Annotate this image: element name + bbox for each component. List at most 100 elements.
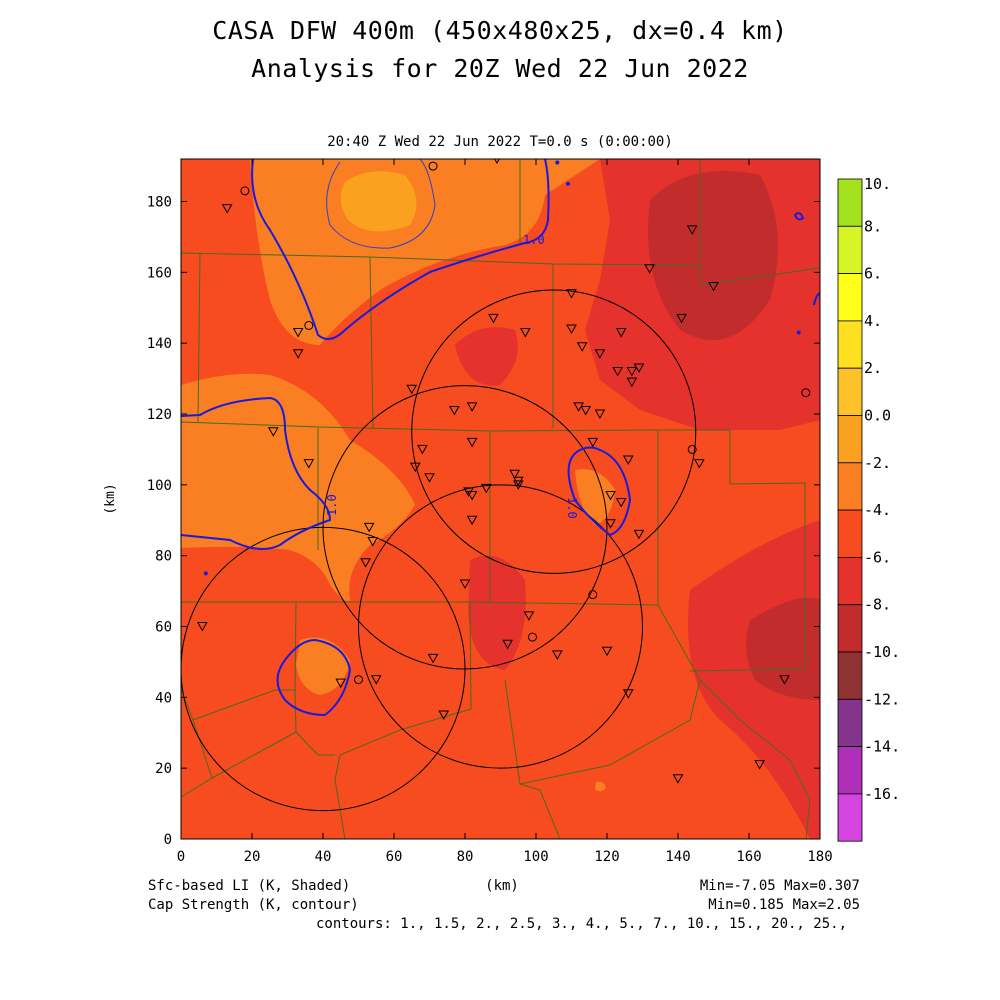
- station-triangle: [779, 675, 790, 685]
- y-tick-label: 120: [147, 407, 172, 423]
- station-triangle: [594, 349, 606, 359]
- station-triangle: [519, 328, 531, 338]
- x-tick-label: 80: [457, 849, 474, 865]
- station-triangle: [360, 558, 371, 568]
- station-triangle: [754, 760, 766, 770]
- y-tick-label: 80: [155, 549, 172, 565]
- station-triangle: [594, 409, 606, 420]
- station-triangle: [693, 459, 705, 469]
- station-circle: [304, 320, 314, 330]
- county-borders: [181, 159, 820, 839]
- colorbar-segment: [837, 651, 863, 700]
- y-tick-label: 160: [147, 265, 172, 281]
- station-triangle: [196, 622, 208, 632]
- station-triangle: [459, 579, 471, 590]
- station-triangle: [576, 342, 588, 352]
- contour-label-west: 1.0: [325, 494, 339, 516]
- station-triangle: [573, 402, 584, 412]
- contour-minmax: Min=0.185 Max=2.05: [708, 897, 860, 913]
- li-region-small-stable: [595, 781, 606, 792]
- colorbar-label: 6.: [864, 265, 882, 283]
- x-tick-label: 20: [244, 849, 261, 865]
- colorbar-label: -6.: [864, 548, 891, 566]
- contour-label-north: 1.0: [523, 233, 545, 247]
- cap-strength-contours: 1.0 1.0 1.0: [181, 159, 820, 717]
- station-triangle: [466, 402, 478, 412]
- station-triangle: [676, 313, 687, 324]
- station-triangle: [488, 313, 499, 324]
- colorbar-segment: [837, 604, 863, 653]
- station-markers: [196, 159, 811, 784]
- li-region-southeast-core: [746, 597, 820, 700]
- station-triangle: [615, 328, 627, 338]
- shaded-field-label: Sfc-based LI (K, Shaded): [148, 878, 350, 894]
- colorbar-segment: [837, 462, 863, 511]
- x-tick-label: 120: [594, 849, 619, 865]
- station-triangle: [644, 264, 655, 274]
- station-triangle: [622, 455, 634, 466]
- station-triangle: [424, 473, 435, 483]
- station-triangle: [370, 675, 382, 685]
- colorbar-label: -2.: [864, 454, 891, 472]
- contour-north: [251, 159, 550, 340]
- contour-edge-e: [813, 292, 820, 306]
- colorbar-label: 4.: [864, 312, 882, 330]
- station-triangle: [633, 529, 645, 540]
- colorbar-segment: [837, 557, 863, 606]
- radar-ring: [358, 484, 643, 769]
- station-circle: [588, 590, 598, 600]
- station-dot: [203, 571, 208, 576]
- y-axis: 0 20 40 60 80 100 120 140 160 180: [147, 195, 820, 848]
- colorbar-label: -12.: [864, 690, 900, 708]
- contour-label-east: 1.0: [565, 497, 579, 519]
- colorbar-segment: [837, 698, 863, 747]
- x-tick-label: 0: [177, 849, 185, 865]
- station-triangle: [466, 437, 478, 448]
- contour-north-inner: [326, 159, 436, 249]
- colorbar-segment: [837, 509, 863, 558]
- li-region-northeast-core: [648, 170, 778, 340]
- colorbar-label: -14.: [864, 738, 900, 756]
- x-axis-label: (km): [485, 878, 519, 894]
- colorbar: 10. 8. 6. 4. 2. 0.0 -2. -4. -6. -8. -10. -12. -14. -1…: [837, 175, 900, 842]
- station-triangle: [605, 519, 616, 529]
- station-triangle: [626, 377, 638, 388]
- x-tick-label: 40: [315, 849, 332, 865]
- station-triangle: [480, 483, 492, 494]
- colorbar-label: -4.: [864, 501, 891, 519]
- station-triangle: [303, 459, 315, 469]
- li-region-north-max: [340, 171, 417, 232]
- station-triangle: [580, 405, 592, 416]
- x-tick-label: 160: [736, 849, 761, 865]
- station-circle: [527, 632, 537, 642]
- shaded-field: [181, 159, 820, 839]
- station-triangle: [292, 349, 304, 359]
- contour-field-label: Cap Strength (K, contour): [148, 897, 359, 913]
- colorbar-label: 8.: [864, 217, 882, 235]
- x-axis: 0 20 40 60 80 100 120 140 160 180: [177, 159, 833, 865]
- station-circle: [428, 161, 438, 171]
- station-triangle: [551, 650, 563, 660]
- map-analysis-time: Analysis for 20Z Wed 22 Jun 2022: [251, 54, 749, 83]
- station-triangle: [686, 225, 698, 235]
- colorbar-segment: [837, 746, 863, 795]
- y-axis-label: (km): [103, 483, 118, 514]
- radar-ring: [322, 385, 608, 670]
- station-triangle: [406, 384, 418, 395]
- station-triangle: [267, 427, 279, 437]
- station-triangle: [622, 689, 634, 699]
- y-tick-label: 60: [155, 620, 172, 636]
- station-triangle: [335, 678, 347, 689]
- x-tick-label: 140: [665, 849, 690, 865]
- station-triangle: [438, 710, 450, 721]
- station-triangle: [566, 324, 577, 335]
- colorbar-segment: [837, 415, 863, 464]
- station-triangle: [292, 328, 304, 338]
- station-circle: [354, 675, 363, 685]
- li-region-north-center: [455, 327, 518, 386]
- station-dot: [555, 160, 560, 165]
- radar-ring: [411, 289, 697, 574]
- contour-small-ne: [793, 212, 805, 221]
- station-triangle: [367, 537, 379, 547]
